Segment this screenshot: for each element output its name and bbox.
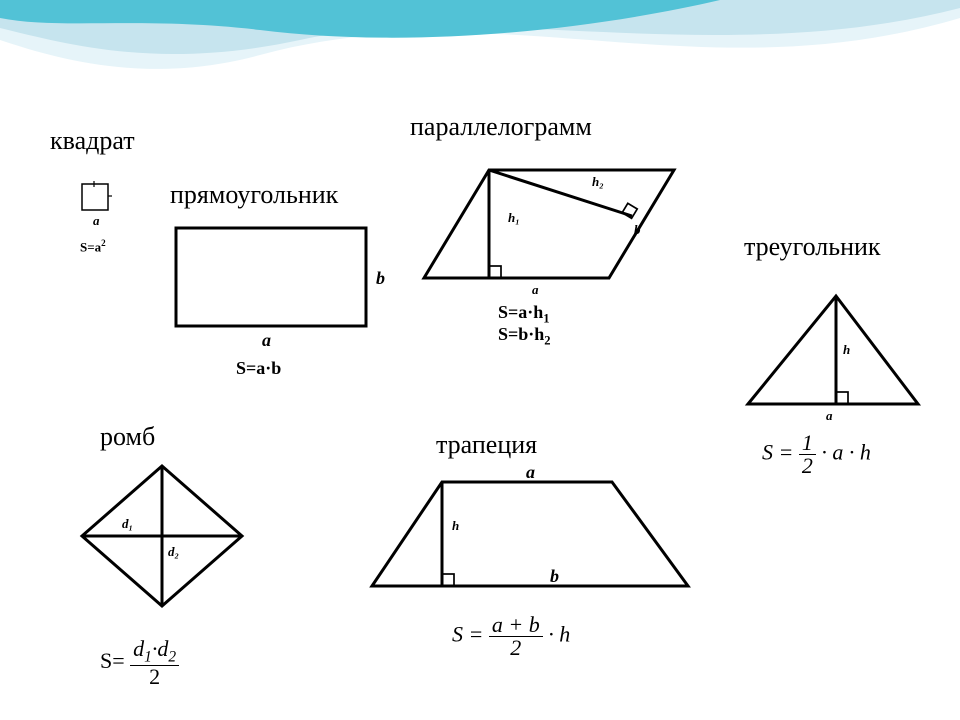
triangle-figure xyxy=(740,288,930,418)
parallelogram-formula-1: S=a·h1 xyxy=(498,302,550,327)
triangle-title: треугольник xyxy=(744,232,881,262)
rectangle-figure xyxy=(170,222,380,342)
triangle-formula: S = 12 · a · h xyxy=(762,432,871,477)
rhombus-d2-label: d₂ xyxy=(168,544,179,560)
square-formula: S=a2 xyxy=(80,238,106,255)
parallelogram-title: параллелограмм xyxy=(410,112,592,142)
trapezoid-b-label: b xyxy=(550,566,559,587)
parallelogram-a-label: a xyxy=(532,282,539,298)
rectangle-a-label: a xyxy=(262,330,271,351)
trapezoid-h-label: h xyxy=(452,518,459,534)
rectangle-formula: S=a·b xyxy=(236,358,281,379)
rhombus-formula: S= d1·d22 xyxy=(100,638,179,688)
parallelogram-h1-label: h₁ xyxy=(508,210,520,226)
trapezoid-formula: S = a + b2 · h xyxy=(452,614,570,659)
trapezoid-figure xyxy=(362,468,702,598)
rhombus-figure xyxy=(72,458,252,618)
rhombus-d1-label: d₁ xyxy=(122,516,133,532)
trapezoid-a-label: a xyxy=(526,462,535,483)
parallelogram-b-label: b xyxy=(634,222,641,238)
slide-content: квадрат прямоугольник параллелограмм тре… xyxy=(0,0,960,720)
parallelogram-h2-label: h₂ xyxy=(592,174,604,190)
rhombus-title: ромб xyxy=(100,422,155,452)
triangle-a-label: a xyxy=(826,408,833,424)
parallelogram-figure xyxy=(414,158,694,298)
square-title: квадрат xyxy=(50,126,135,156)
rectangle-b-label: b xyxy=(376,268,385,289)
triangle-h-label: h xyxy=(843,342,850,358)
square-a-label: a xyxy=(93,213,100,229)
rectangle-title: прямоугольник xyxy=(170,180,338,210)
parallelogram-formula-2: S=b·h2 xyxy=(498,324,551,349)
trapezoid-title: трапеция xyxy=(436,430,537,460)
